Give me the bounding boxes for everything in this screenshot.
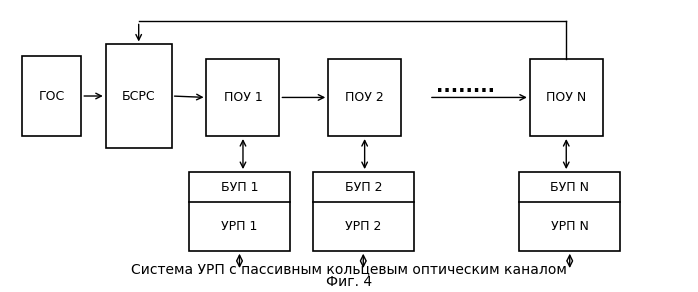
Text: ПОУ 1: ПОУ 1 — [223, 91, 262, 104]
Text: ........: ........ — [436, 77, 495, 96]
Text: ПОУ N: ПОУ N — [546, 91, 586, 104]
Text: БУП 1: БУП 1 — [221, 180, 258, 194]
Bar — [328, 59, 401, 136]
Bar — [530, 59, 603, 136]
Text: БСРС: БСРС — [122, 90, 156, 102]
Bar — [22, 56, 82, 136]
Bar — [519, 172, 620, 251]
Text: БУП 2: БУП 2 — [345, 180, 382, 194]
Bar — [207, 59, 279, 136]
Text: Система УРП с пассивным кольцевым оптическим каналом: Система УРП с пассивным кольцевым оптиче… — [131, 263, 567, 277]
Bar — [105, 44, 172, 148]
Bar — [189, 172, 290, 251]
Text: ГОС: ГОС — [38, 90, 65, 102]
Bar — [313, 172, 414, 251]
Text: УРП N: УРП N — [551, 220, 588, 233]
Text: БУП N: БУП N — [550, 180, 589, 194]
Text: Фиг. 4: Фиг. 4 — [326, 275, 372, 289]
Text: ПОУ 2: ПОУ 2 — [346, 91, 384, 104]
Text: УРП 2: УРП 2 — [345, 220, 381, 233]
Text: УРП 1: УРП 1 — [221, 220, 258, 233]
